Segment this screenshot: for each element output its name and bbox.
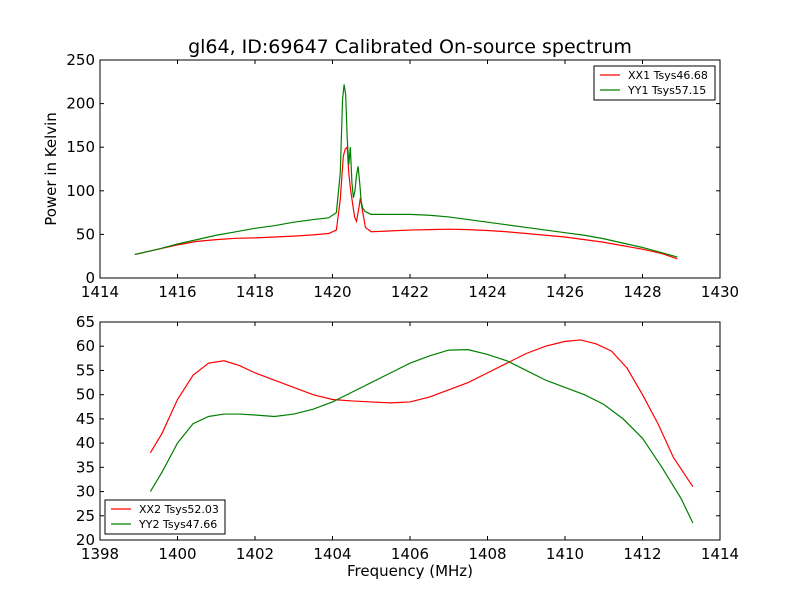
- bottom-legend-box: [104, 499, 226, 535]
- bottom-series-line-1: [149, 339, 694, 488]
- top-y-tick-label: 150: [66, 138, 95, 156]
- bottom-x-tick-label: 1410: [546, 545, 584, 563]
- bottom-x-tick-label: 1400: [158, 545, 196, 563]
- bottom-x-tick-label: 1404: [313, 545, 351, 563]
- bottom-x-tick-label: 1398: [81, 545, 119, 563]
- bottom-legend-label: YY2 Tsys47.66: [138, 518, 217, 531]
- bottom-legend-label: XX2 Tsys52.03: [139, 503, 219, 516]
- top-x-tick-label: 1420: [313, 283, 351, 301]
- top-series-line-1: [134, 145, 678, 260]
- bottom-x-axis-label: Frequency (MHz): [347, 562, 473, 580]
- top-legend: XX1 Tsys46.68 YY1 Tsys57.15: [593, 65, 716, 101]
- bottom-y-tick-label: 30: [76, 483, 95, 501]
- top-x-tick-label: 1430: [701, 283, 739, 301]
- bottom-spectrum-plot: 1398 1400 1402 1404 1406 1408 1410 1412 1414 20 25…: [76, 313, 739, 580]
- bottom-y-tick-label: 40: [76, 434, 95, 452]
- top-x-tick-label: 1428: [623, 283, 661, 301]
- bottom-x-tick-label: 1414: [701, 545, 739, 563]
- bottom-y-tick-label: 50: [76, 386, 95, 404]
- top-series-line-2: [134, 84, 678, 258]
- bottom-y-tick-label: 25: [76, 507, 95, 525]
- top-x-tick-label: 1414: [81, 283, 119, 301]
- bottom-x-tick-label: 1406: [391, 545, 429, 563]
- top-x-tick-label: 1426: [546, 283, 584, 301]
- bottom-y-tick-label: 55: [76, 361, 95, 379]
- bottom-x-tick-label: 1408: [468, 545, 506, 563]
- top-legend-label: XX1 Tsys46.68: [628, 69, 708, 82]
- top-y-axis-label: Power in Kelvin: [42, 112, 60, 226]
- bottom-y-tick-label: 35: [76, 458, 95, 476]
- top-legend-box: [593, 65, 716, 101]
- top-legend-label: YY1 Tsys57.15: [627, 84, 706, 97]
- bottom-series-line-2: [149, 349, 694, 524]
- top-x-tick-label: 1422: [391, 283, 429, 301]
- bottom-y-tick-label: 45: [76, 410, 95, 428]
- top-y-tick-label: 50: [76, 225, 95, 243]
- top-spectrum-plot: 1414 1416 1418 1420 1422 1424 1426 1428 1430 0 50 1…: [42, 51, 739, 301]
- figure-title: gl64, ID:69647 Calibrated On-source spec…: [188, 36, 632, 58]
- top-y-tick-label: 100: [66, 182, 95, 200]
- bottom-x-tick-label: 1402: [236, 545, 274, 563]
- bottom-x-tick-label: 1412: [623, 545, 661, 563]
- bottom-y-tick-label: 60: [76, 337, 95, 355]
- bottom-legend: XX2 Tsys52.03 YY2 Tsys47.66: [104, 499, 226, 535]
- top-x-tick-label: 1424: [468, 283, 506, 301]
- top-x-tick-label: 1418: [236, 283, 274, 301]
- bottom-y-tick-label: 20: [76, 531, 95, 549]
- bottom-y-tick-label: 65: [76, 313, 95, 331]
- top-y-tick-label: 0: [85, 269, 95, 287]
- top-y-tick-label: 200: [66, 95, 95, 113]
- top-x-tick-label: 1416: [158, 283, 196, 301]
- top-y-tick-label: 250: [66, 51, 95, 69]
